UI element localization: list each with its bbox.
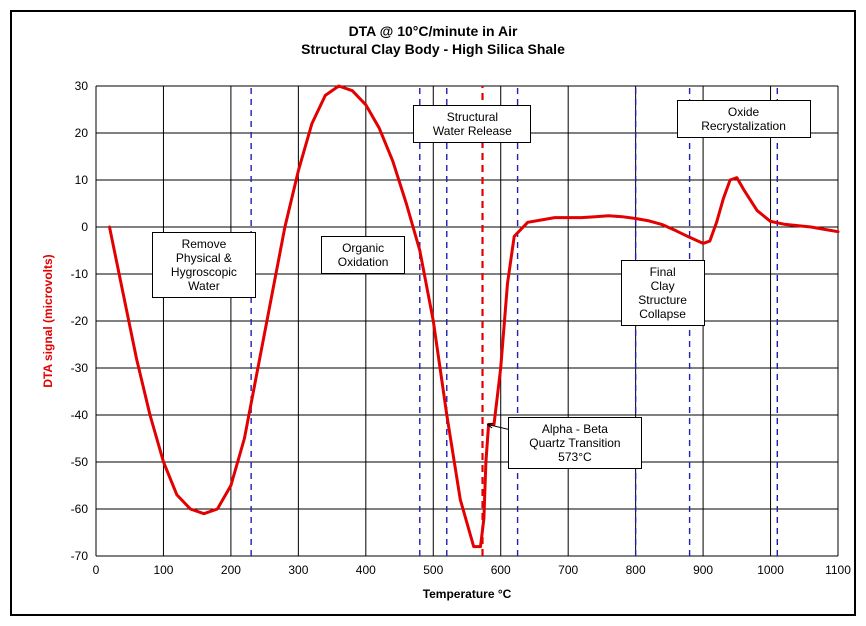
svg-text:30: 30 — [75, 79, 89, 93]
svg-text:-70: -70 — [71, 549, 89, 563]
svg-text:1100: 1100 — [825, 563, 851, 577]
svg-text:100: 100 — [153, 563, 173, 577]
svg-text:-60: -60 — [71, 502, 89, 516]
svg-text:600: 600 — [491, 563, 511, 577]
svg-text:-40: -40 — [71, 408, 89, 422]
svg-text:20: 20 — [75, 126, 89, 140]
svg-text:700: 700 — [558, 563, 578, 577]
title-line-2: Structural Clay Body - High Silica Shale — [0, 40, 866, 58]
svg-text:-30: -30 — [71, 361, 89, 375]
svg-text:300: 300 — [288, 563, 308, 577]
svg-text:400: 400 — [356, 563, 376, 577]
svg-text:-10: -10 — [71, 267, 89, 281]
svg-text:-50: -50 — [71, 455, 89, 469]
svg-text:0: 0 — [81, 220, 88, 234]
svg-text:800: 800 — [626, 563, 646, 577]
annotation-quartz: Alpha - Beta Quartz Transition 573°C — [508, 417, 642, 469]
svg-text:200: 200 — [221, 563, 241, 577]
title-line-1: DTA @ 10°C/minute in Air — [0, 22, 866, 40]
plot-area: 010020030040050060070080090010001100-70-… — [36, 76, 858, 606]
svg-text:10: 10 — [75, 173, 89, 187]
chart-frame: DTA @ 10°C/minute in Air Structural Clay… — [0, 0, 866, 626]
annotation-oxide_recr: Oxide Recrystalization — [677, 100, 811, 138]
annotation-final_collapse: Final Clay Structure Collapse — [621, 260, 705, 326]
annotation-remove_water: Remove Physical & Hygroscopic Water — [152, 232, 256, 298]
svg-text:900: 900 — [693, 563, 713, 577]
svg-text:DTA signal (microvolts): DTA signal (microvolts) — [41, 254, 55, 387]
svg-text:0: 0 — [93, 563, 100, 577]
chart-title: DTA @ 10°C/minute in Air Structural Clay… — [0, 22, 866, 58]
svg-text:1000: 1000 — [757, 563, 784, 577]
svg-text:Temperature °C: Temperature °C — [423, 587, 512, 601]
svg-text:500: 500 — [423, 563, 443, 577]
annotation-organic_ox: Organic Oxidation — [321, 236, 405, 274]
annotation-struct_water: Structural Water Release — [413, 105, 531, 143]
svg-text:-20: -20 — [71, 314, 89, 328]
